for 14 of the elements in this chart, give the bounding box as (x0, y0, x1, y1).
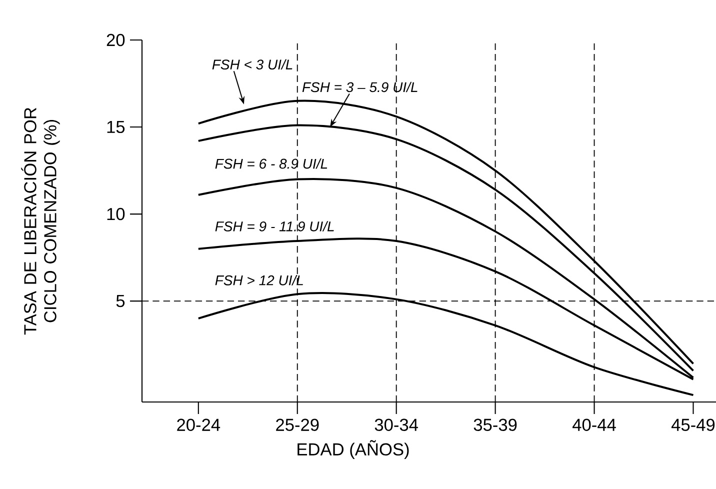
text: FSH = 3 – 5.9 UI/L (302, 82, 418, 92)
x-tick-label: 30-34 (374, 418, 418, 431)
x-tick-label: 40-44 (572, 418, 616, 431)
x-axis-title: EDAD (AÑOS) (298, 440, 409, 459)
y-tick-label: 5 (116, 295, 125, 308)
x-tick-label: 45-49 (671, 418, 715, 431)
y-tick-label: 20 (106, 34, 125, 46)
x-tick-label: 20-24 (177, 418, 220, 431)
y-axis-title: TASA DE LIBERACIÓN POR CICLO COMENZADO (%) (21, 108, 60, 335)
y-tick-label: 10 (107, 208, 125, 220)
text: FSH < 3 UI/L (212, 59, 292, 70)
y-tick-label: 15 (107, 120, 125, 134)
x-tick-label: 25-29 (276, 418, 319, 431)
x-tick-label: 35-39 (474, 418, 517, 431)
